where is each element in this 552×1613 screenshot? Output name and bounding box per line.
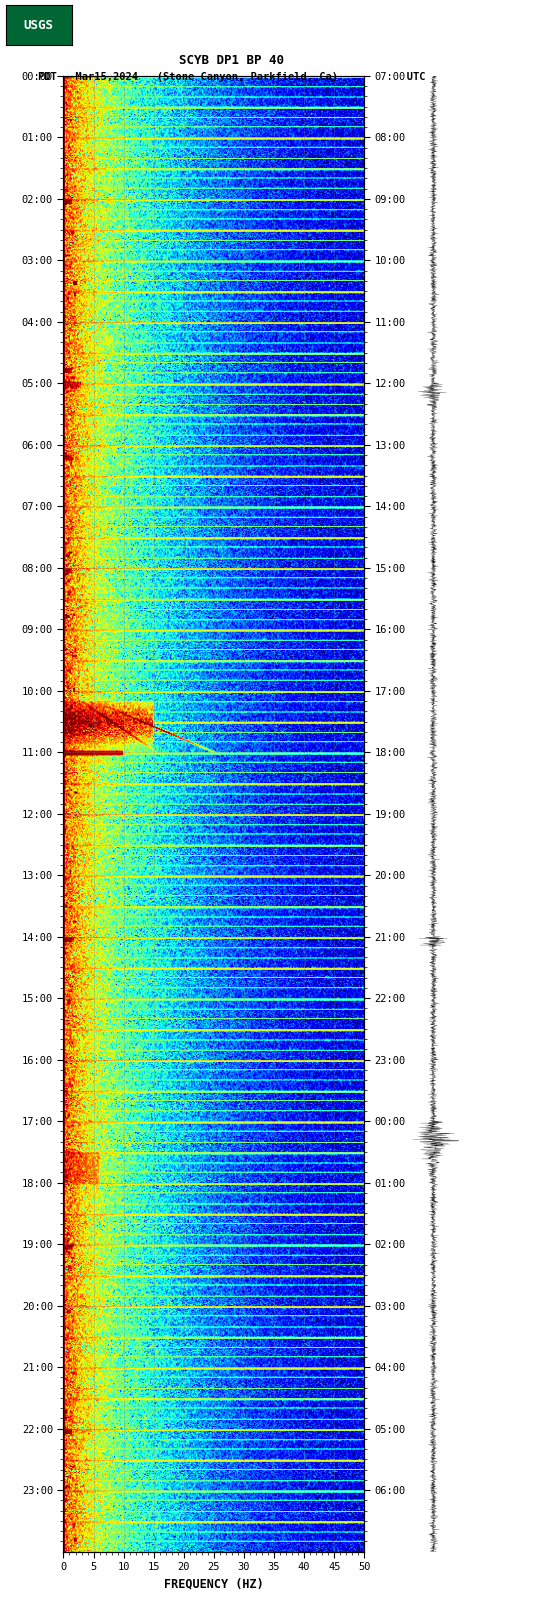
Text: PDT   Mar15,2024   (Stone Canyon, Parkfield, Ca)           UTC: PDT Mar15,2024 (Stone Canyon, Parkfield,… [38, 71, 426, 82]
X-axis label: FREQUENCY (HZ): FREQUENCY (HZ) [164, 1578, 264, 1590]
Text: USGS: USGS [24, 18, 54, 32]
Text: SCYB DP1 BP 40: SCYB DP1 BP 40 [179, 53, 284, 66]
